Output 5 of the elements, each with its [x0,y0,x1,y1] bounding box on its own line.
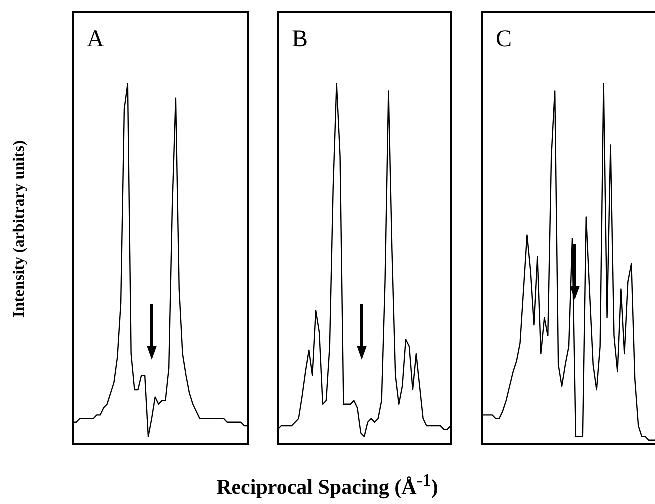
y-axis-title: Intensity (arbitrary units) [11,140,29,320]
text: B [292,26,308,52]
text: A [87,26,105,52]
text: C [496,26,512,52]
x-axis-title: Reciprocal Spacing (Å$^{-1}$) [216,470,440,500]
